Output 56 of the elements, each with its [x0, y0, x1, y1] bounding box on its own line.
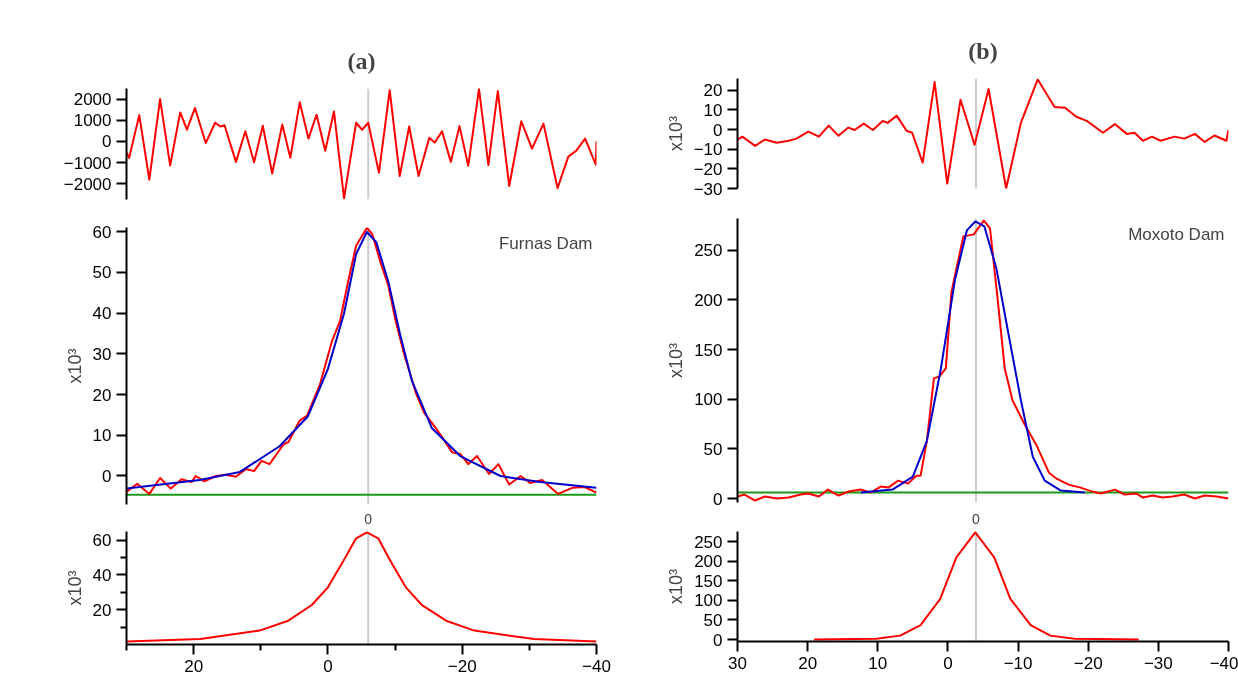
y-tick-label: 0 [713, 120, 723, 140]
x-tick-label: −40 [1209, 653, 1238, 673]
y-tick-label: −30 [693, 179, 723, 199]
x-tick-label: −20 [447, 656, 477, 676]
x-tick-label: 30 [728, 653, 747, 673]
x-tick-label: −30 [1143, 653, 1173, 673]
y-tick-label: 40 [92, 565, 112, 585]
y-tick-label: 2000 [73, 90, 112, 110]
chart-title: (a) [347, 47, 376, 74]
y-tick-label: 0 [713, 489, 723, 509]
y-tick-label: 60 [92, 222, 112, 242]
x-tick-label: 10 [868, 653, 888, 673]
annotation: Moxoto Dam [1128, 224, 1225, 244]
y-tick-label: 150 [694, 340, 723, 360]
y-tick-label: 10 [92, 426, 112, 446]
y-tick-label: −10 [693, 140, 723, 160]
x-tick-label: 0 [323, 656, 333, 676]
y-tick-label: 200 [694, 552, 723, 572]
x-tick-label: −10 [1003, 653, 1033, 673]
y-tick-label: 250 [694, 532, 723, 552]
y-tick-label: 100 [694, 591, 723, 611]
y-tick-label: 50 [703, 439, 723, 459]
y-tick-label: 20 [92, 385, 112, 405]
text: 0 [364, 510, 373, 527]
y-tick-label: 30 [92, 344, 112, 364]
y-tick-label: 200 [694, 290, 723, 310]
text: 0 [972, 510, 981, 527]
y-tick-label: 150 [694, 571, 723, 591]
y-tick-label: 250 [694, 241, 723, 261]
y-axis-title: x10³ [665, 115, 686, 152]
x-tick-label: 20 [184, 656, 204, 676]
y-tick-label: −1000 [63, 153, 112, 173]
x-tick-label: −40 [582, 656, 611, 676]
y-tick-label: −20 [693, 159, 723, 179]
x-tick-label: −20 [1073, 653, 1103, 673]
x-tick-label: 20 [798, 653, 818, 673]
y-tick-label: 40 [92, 304, 112, 324]
y-tick-label: −2000 [63, 174, 112, 194]
y-tick-label: 100 [694, 390, 723, 410]
y-tick-label: 1000 [73, 111, 112, 131]
chart-title: (b) [968, 37, 998, 64]
y-tick-label: 0 [102, 132, 112, 152]
x-tick-label: 0 [943, 653, 953, 673]
y-tick-label: 20 [92, 600, 112, 620]
annotation: Furnas Dam [498, 233, 593, 253]
y-tick-label: 0 [102, 466, 112, 486]
y-axis-title: x10³ [666, 568, 687, 605]
y-tick-label: 60 [92, 531, 112, 551]
y-tick-label: 50 [703, 610, 723, 630]
y-axis-title: x10³ [666, 342, 687, 379]
y-tick-label: 50 [92, 263, 112, 283]
y-tick-label: 20 [703, 81, 723, 101]
y-tick-label: 0 [713, 630, 723, 650]
y-axis-title: x10³ [64, 570, 85, 606]
y-tick-label: 10 [703, 100, 723, 120]
y-axis-title: x10³ [64, 348, 85, 384]
